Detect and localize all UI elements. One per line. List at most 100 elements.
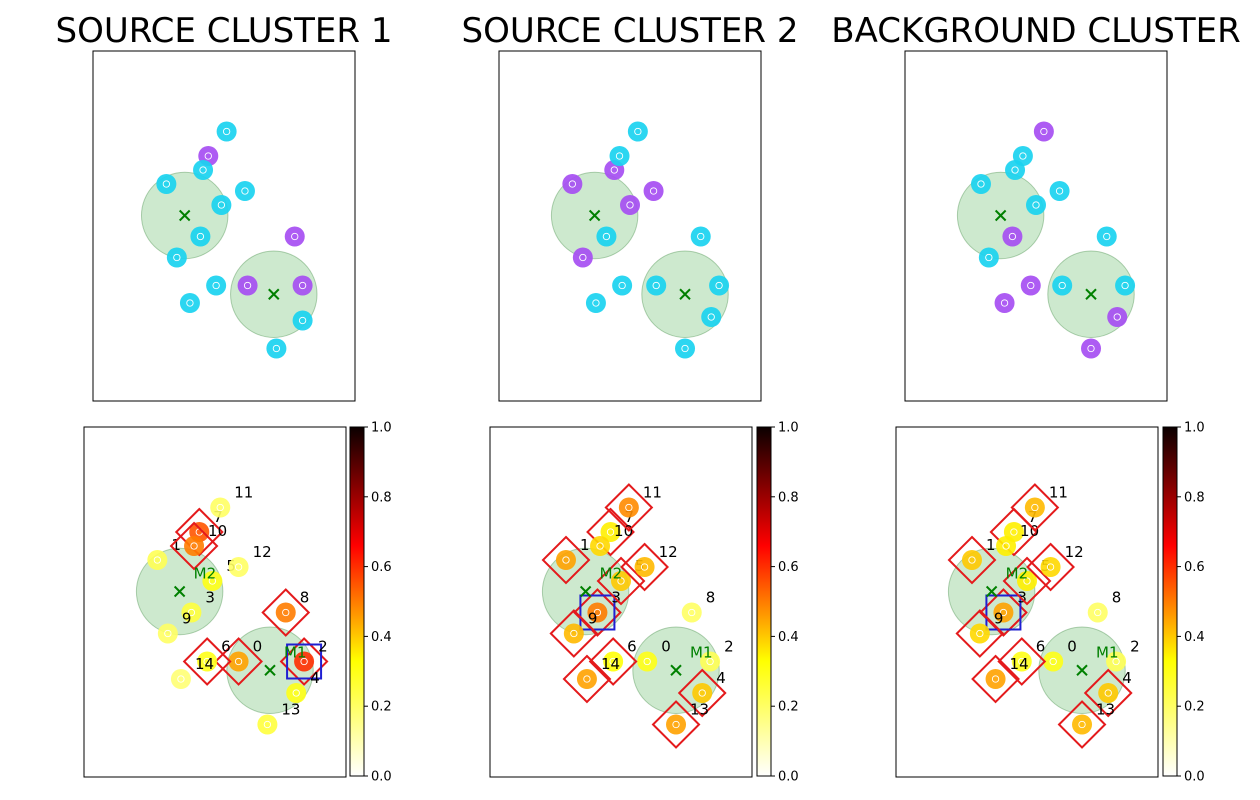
colorbar-3: 0.0 0.2 0.4 0.6 0.8 1.0 [1162,421,1205,785]
score-point-2 [1106,651,1127,672]
axes-frame [83,426,347,778]
scatter-point [572,247,593,268]
score-point-10 [169,521,219,571]
colorbar-tick-label: 0.4 [778,630,799,645]
score-point-5 [596,556,646,606]
score-point-3 [181,602,202,623]
highlight-square [286,643,323,680]
highlight-diamond [596,556,646,606]
point-label: 4 [1122,669,1132,687]
centroid-marker [588,209,601,222]
scatter-point [211,195,232,215]
scatter-point [216,121,237,142]
colorbar-gradient [349,426,365,777]
centroid-marker-M1 [1076,664,1088,676]
score-point-11 [210,497,231,518]
score-point-14 [971,654,1020,704]
point-label: 14 [601,655,620,673]
scatter-point [156,174,177,194]
highlight-diamond [604,483,654,532]
scatter-point [1020,275,1041,296]
highlight-square [579,594,616,631]
highlight-diamond [562,654,612,704]
score-point-1 [541,535,591,585]
point-label: 14 [195,655,214,673]
colorbar-tick-label: 0.2 [1184,700,1205,715]
scatter-point [612,275,633,296]
scatter-point [166,247,187,268]
highlight-diamond [651,700,701,749]
centroid-marker [268,288,280,300]
score-point-2 [700,651,721,672]
score-point-5 [202,571,223,591]
panel-scores-1: 01234567891011121314M1M2 [83,426,347,778]
score-point-6 [588,637,638,686]
point-label: 6 [221,638,231,656]
point-label: 9 [994,610,1004,628]
panel-source-cluster-1 [92,50,356,402]
highlight-diamond [997,637,1047,686]
colorbar-tick-label: 0.0 [778,770,799,785]
point-label: 10 [1020,522,1039,540]
colorbar-tick-label: 0.2 [371,700,392,715]
score-point-10 [996,536,1017,556]
highlight-diamond [174,507,224,557]
score-point-13 [651,700,701,749]
scatter-point [284,226,305,247]
scatter-point [234,181,255,201]
point-label: 1 [986,536,996,554]
point-label: 8 [706,589,716,607]
highlight-diamond [620,542,669,592]
highlight-diamond [549,609,599,658]
point-label: 1 [580,536,590,554]
colorbar-tick-label: 0.8 [1184,490,1205,505]
scatter-point [179,293,200,313]
scatter-point [1052,275,1073,296]
colorbar-tick-label: 0.6 [1184,560,1205,575]
score-point-9 [157,623,178,644]
score-point-12 [1026,542,1075,592]
point-label: 9 [182,610,192,628]
colorbar-tick-label: 0.6 [371,560,392,575]
score-point-12 [228,557,249,577]
score-point-14 [170,669,191,689]
scatter-point [206,275,227,296]
centroid-marker-M2 [173,585,186,598]
score-point-8 [1087,602,1108,623]
colorbar-gradient [756,426,772,777]
highlight-square [985,594,1022,631]
score-point-9 [955,609,1005,658]
score-point-12 [620,542,669,592]
axes-frame [489,426,753,778]
scatter-point [190,226,211,247]
score-point-4 [677,668,727,718]
score-point-3 [573,588,622,637]
score-point-11 [604,483,654,532]
score-point-1 [947,535,997,585]
highlight-diamond [971,654,1020,704]
scatter-point [562,174,583,194]
centroid-marker-M2 [985,585,998,598]
point-label: 3 [611,589,621,607]
score-point-0 [1043,651,1064,672]
point-label: 13 [1096,701,1115,719]
score-point-13 [257,714,278,735]
scatter-point [292,310,313,331]
panel-source-cluster-2 [498,50,762,402]
score-point-3 [979,588,1028,637]
panel-background-cluster [904,50,1168,402]
point-label: 4 [716,669,726,687]
colorbar-tick-label: 0.2 [778,700,799,715]
score-point-8 [681,602,702,623]
score-point-14 [562,654,612,704]
scatter-point [994,293,1015,313]
point-label: 13 [281,701,300,719]
scatter-point [627,121,648,142]
scatter-point [690,226,711,247]
axes-frame [498,50,762,402]
centroid-label: M2 [1006,565,1029,583]
point-label: 10 [614,522,633,540]
centroid-marker [994,209,1007,222]
point-label: 11 [234,484,253,502]
point-label: 12 [253,543,272,561]
